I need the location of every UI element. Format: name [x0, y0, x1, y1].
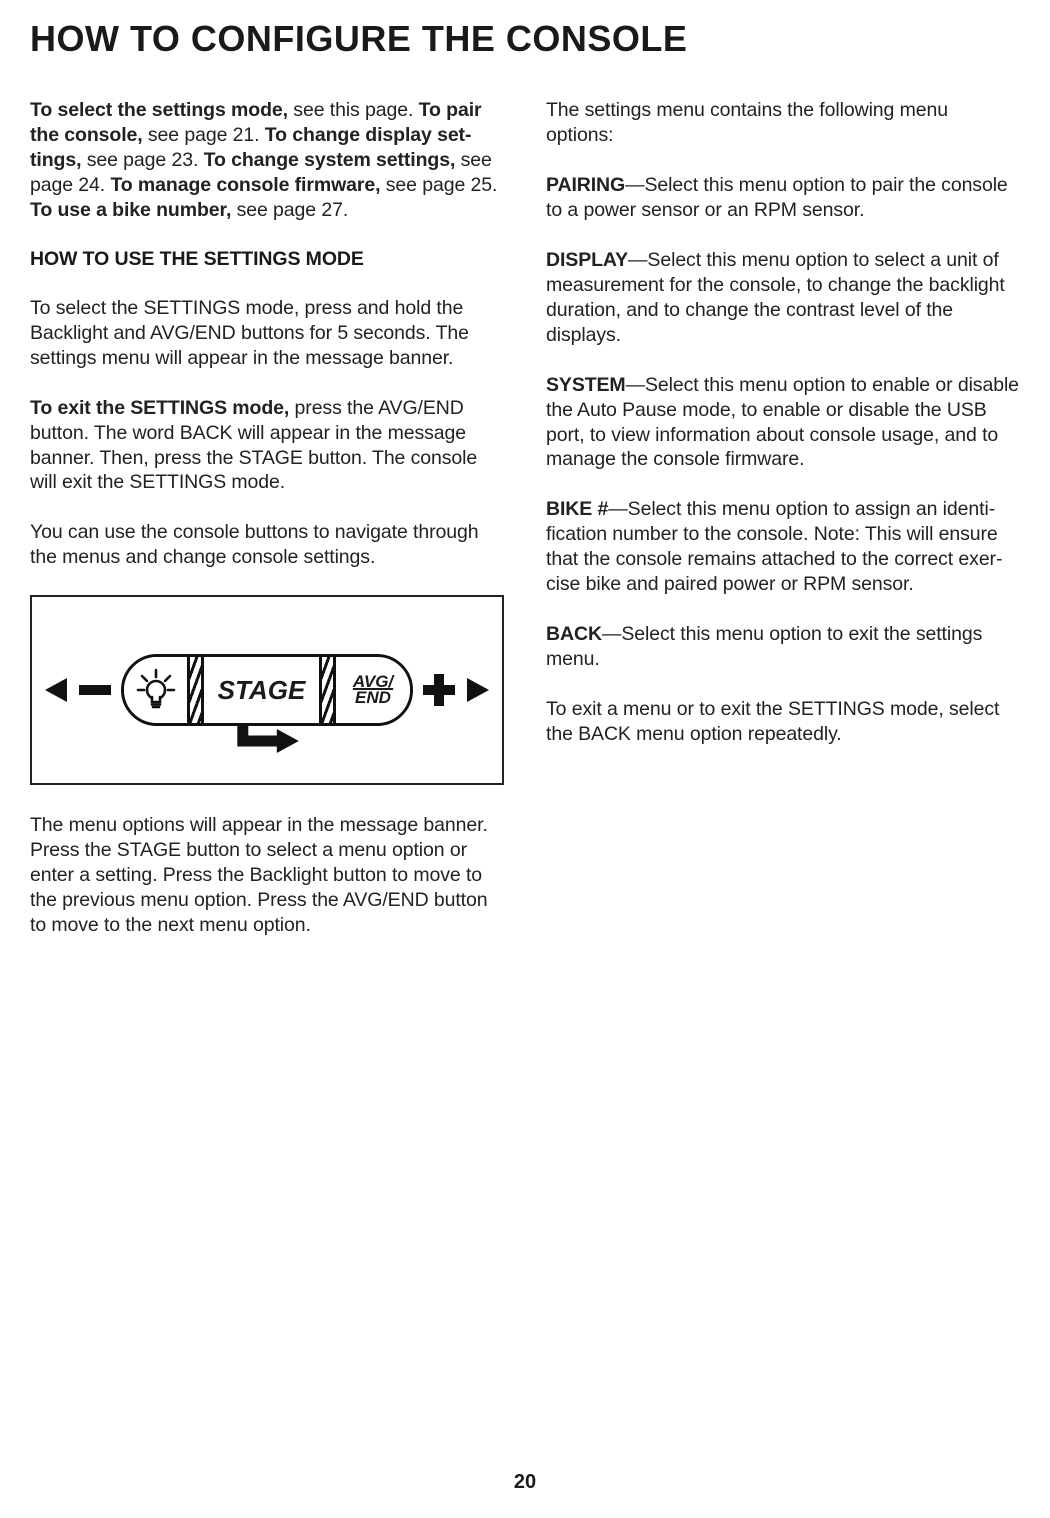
- intro-t6: see page 27.: [231, 199, 348, 221]
- bike-label: BIKE #: [546, 498, 608, 520]
- avg-end-button-segment: AVG/ END: [336, 657, 410, 723]
- intro-paragraph: To select the settings mode, see this pa…: [30, 98, 504, 223]
- hatch-divider-left: [190, 657, 204, 723]
- back-text: —Select this menu option to exit the set…: [546, 623, 982, 670]
- intro-b5: To manage console firmware,: [110, 174, 380, 196]
- pairing-option-paragraph: PAIRING—Select this menu option to pair …: [546, 173, 1020, 223]
- intro-t1: see this page.: [288, 99, 419, 121]
- stage-label: STAGE: [218, 675, 306, 706]
- settings-select-paragraph: To select the SETTINGS mode, press and h…: [30, 296, 504, 371]
- bike-text: —Select this menu option to assign an id…: [546, 498, 1002, 595]
- settings-navigate-paragraph: You can use the console buttons to navig…: [30, 520, 504, 570]
- settings-exit-paragraph: To exit the SETTINGS mode, press the AVG…: [30, 396, 504, 496]
- arrow-right-icon: [467, 678, 489, 702]
- display-option-paragraph: DISPLAY—Select this menu option to selec…: [546, 248, 1020, 348]
- system-option-paragraph: SYSTEM—Select this menu option to enable…: [546, 373, 1020, 473]
- system-label: SYSTEM: [546, 374, 626, 396]
- intro-t2: see page 21.: [143, 124, 265, 146]
- menu-intro-paragraph: The settings menu contains the following…: [546, 98, 1020, 148]
- end-label: END: [355, 688, 391, 707]
- page-number: 20: [0, 1471, 1050, 1494]
- intro-b1: To select the settings mode,: [30, 99, 288, 121]
- display-label: DISPLAY: [546, 249, 628, 271]
- stage-button-segment: STAGE: [204, 657, 322, 723]
- two-column-layout: To select the settings mode, see this pa…: [30, 98, 1020, 963]
- back-option-paragraph: BACK—Select this menu option to exit the…: [546, 622, 1020, 672]
- step-arrow-icon: [235, 721, 305, 761]
- intro-b4: To change system settings,: [204, 149, 456, 171]
- plus-icon: [423, 674, 455, 706]
- intro-b6: To use a bike number,: [30, 199, 231, 221]
- bike-option-paragraph: BIKE #—Select this menu option to assign…: [546, 497, 1020, 597]
- back-label: BACK: [546, 623, 602, 645]
- bulb-icon: [136, 666, 176, 714]
- intro-t3: see page 23.: [81, 149, 203, 171]
- section-heading-settings-mode: HOW TO USE THE SETTINGS MODE: [30, 248, 504, 271]
- backlight-button-segment: [124, 657, 190, 723]
- exit-paragraph: To exit a menu or to exit the SETTINGS m…: [546, 697, 1020, 747]
- page-title: HOW TO CONFIGURE THE CONSOLE: [30, 18, 1020, 60]
- left-column: To select the settings mode, see this pa…: [30, 98, 504, 963]
- settings-exit-bold: To exit the SETTINGS mode,: [30, 397, 289, 419]
- arrow-left-icon: [45, 678, 67, 702]
- pairing-label: PAIRING: [546, 174, 625, 196]
- intro-t5: see page 25.: [380, 174, 497, 196]
- console-buttons-figure: STAGE AVG/ END: [30, 595, 504, 785]
- button-capsule: STAGE AVG/ END: [121, 654, 413, 726]
- right-column: The settings menu contains the following…: [546, 98, 1020, 963]
- hatch-divider-right: [322, 657, 336, 723]
- button-row: STAGE AVG/ END: [45, 654, 489, 726]
- minus-icon: [79, 685, 111, 695]
- menu-options-paragraph: The menu options will appear in the mess…: [30, 813, 504, 938]
